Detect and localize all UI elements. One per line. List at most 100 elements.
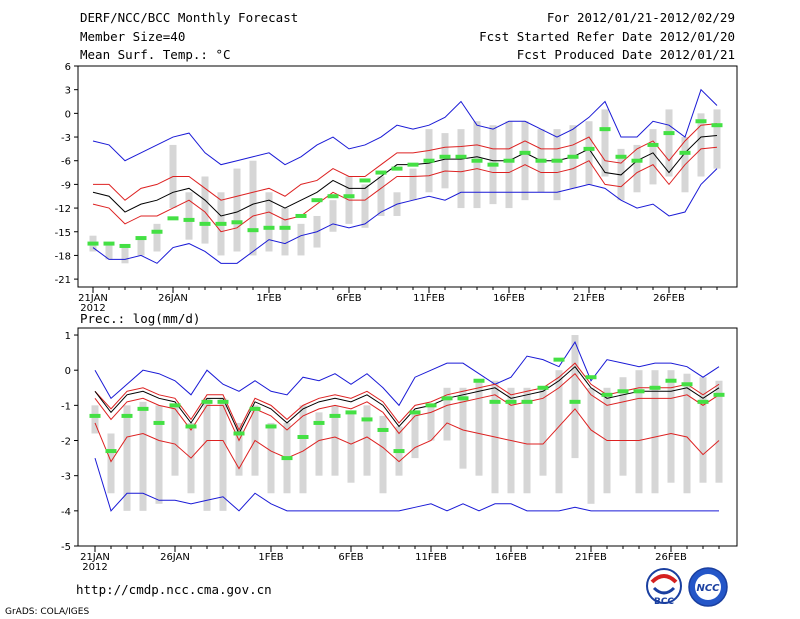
ensemble-box xyxy=(585,121,593,185)
obs-marker xyxy=(519,150,531,155)
obs-marker xyxy=(457,396,469,401)
obs-marker xyxy=(119,243,131,248)
series-max-line xyxy=(92,88,718,166)
plot-frame xyxy=(77,327,738,547)
obs-marker xyxy=(567,154,579,159)
x-tick-label: 11FEB xyxy=(415,552,447,563)
obs-marker xyxy=(423,158,435,163)
ensemble-box xyxy=(185,192,193,240)
x-tick-label: 6FEB xyxy=(338,552,363,563)
ensemble-box xyxy=(539,387,547,476)
ensemble-box xyxy=(233,168,241,252)
obs-marker xyxy=(471,158,483,163)
obs-marker xyxy=(521,399,533,404)
obs-marker xyxy=(185,424,197,429)
y-tick-label: 1 xyxy=(65,331,71,342)
ncc-logo-icon: NCC xyxy=(688,567,728,607)
obs-marker xyxy=(503,158,515,163)
obs-marker xyxy=(343,194,355,199)
ensemble-box xyxy=(363,405,371,476)
chart-panel-0: 6 3 0 -3 -6 -9 -12 -15 -18 -21 21JAN 26JAN 1FEB 6FEB 1… xyxy=(55,62,738,314)
ensemble-box xyxy=(713,109,721,169)
ensemble-box xyxy=(683,373,691,494)
obs-marker xyxy=(295,213,307,218)
obs-marker xyxy=(615,154,627,159)
obs-marker xyxy=(137,406,149,411)
y-tick-label: -2 xyxy=(61,437,71,448)
grads-credit: GrADS: COLA/IGES xyxy=(5,607,90,617)
x-tick-label: 6FEB xyxy=(336,293,361,304)
member-size-label: Member Size=40 xyxy=(80,29,186,44)
ensemble-box xyxy=(441,133,449,189)
ensemble-box xyxy=(635,370,643,494)
series-mean-line xyxy=(94,365,720,435)
x-tick-label: 21FEB xyxy=(575,552,607,563)
obs-marker xyxy=(617,389,629,394)
x-tick-label: 26FEB xyxy=(655,552,687,563)
ensemble-box xyxy=(329,200,337,232)
obs-marker xyxy=(169,403,181,408)
y-tick-label: -15 xyxy=(55,228,71,239)
x-tick-label: 16FEB xyxy=(493,293,525,304)
ensemble-box xyxy=(409,168,417,201)
series-min-line xyxy=(94,457,719,512)
ensemble-box xyxy=(715,380,723,483)
ensemble-box xyxy=(505,121,513,209)
obs-marker xyxy=(183,217,195,222)
forecast-period: For 2012/01/21-2012/02/29 xyxy=(546,10,735,25)
obs-marker xyxy=(359,178,371,183)
fcst-started-date: Fcst Started Refer Date 2012/01/20 xyxy=(479,29,735,44)
obs-marker xyxy=(407,162,419,167)
obs-marker xyxy=(393,449,405,454)
ensemble-box xyxy=(155,405,163,504)
obs-marker xyxy=(633,389,645,394)
obs-marker xyxy=(215,221,227,226)
obs-marker xyxy=(585,375,597,380)
ensemble-box xyxy=(457,129,465,209)
series-spread-lower-line xyxy=(92,146,718,233)
series-max-line xyxy=(94,340,720,407)
ensemble-box xyxy=(521,121,529,201)
obs-marker xyxy=(505,399,517,404)
variable-label: Mean Surf. Temp.: °C xyxy=(80,47,231,62)
ensemble-box xyxy=(171,405,179,476)
series-spread-lower-line xyxy=(94,408,720,470)
obs-marker xyxy=(377,427,389,432)
obs-marker xyxy=(551,158,563,163)
series-spread-upper-line xyxy=(93,123,718,201)
series-min-line xyxy=(92,168,718,264)
ensemble-box xyxy=(361,184,369,228)
obs-marker xyxy=(663,131,675,136)
plot-frame xyxy=(77,65,738,288)
ensemble-box xyxy=(377,176,385,216)
y-tick-label: -5 xyxy=(61,542,71,553)
ensemble-box xyxy=(697,113,705,177)
ensemble-box xyxy=(427,405,435,441)
x-tick-label: 26FEB xyxy=(653,293,685,304)
obs-marker xyxy=(87,241,99,246)
ensemble-box xyxy=(379,415,387,494)
obs-marker xyxy=(151,229,163,234)
obs-marker xyxy=(217,399,229,404)
obs-marker xyxy=(103,241,115,246)
ensemble-box xyxy=(667,370,675,483)
bcc-logo-icon: BCC xyxy=(646,568,682,607)
y-tick-label: -9 xyxy=(61,180,71,191)
obs-marker xyxy=(201,399,213,404)
ensemble-box xyxy=(571,335,579,459)
x-tick-label: 21FEB xyxy=(573,293,605,304)
ensemble-box xyxy=(121,247,129,264)
series-spread-upper-line xyxy=(94,362,720,432)
x-tick-label: 26JAN xyxy=(160,552,190,563)
x-tick-label: 16FEB xyxy=(495,552,527,563)
precip-panel-title: Prec.: log(mm/d) xyxy=(80,311,201,326)
obs-marker xyxy=(409,410,421,415)
source-url[interactable]: http://cmdp.ncc.cma.gov.cn xyxy=(76,582,272,597)
obs-marker xyxy=(89,413,101,418)
obs-marker xyxy=(601,392,613,397)
ensemble-box xyxy=(315,412,323,476)
y-tick-label: -12 xyxy=(55,204,71,215)
obs-marker xyxy=(537,385,549,390)
ensemble-box xyxy=(443,387,451,441)
y-tick-label: -4 xyxy=(61,507,71,518)
